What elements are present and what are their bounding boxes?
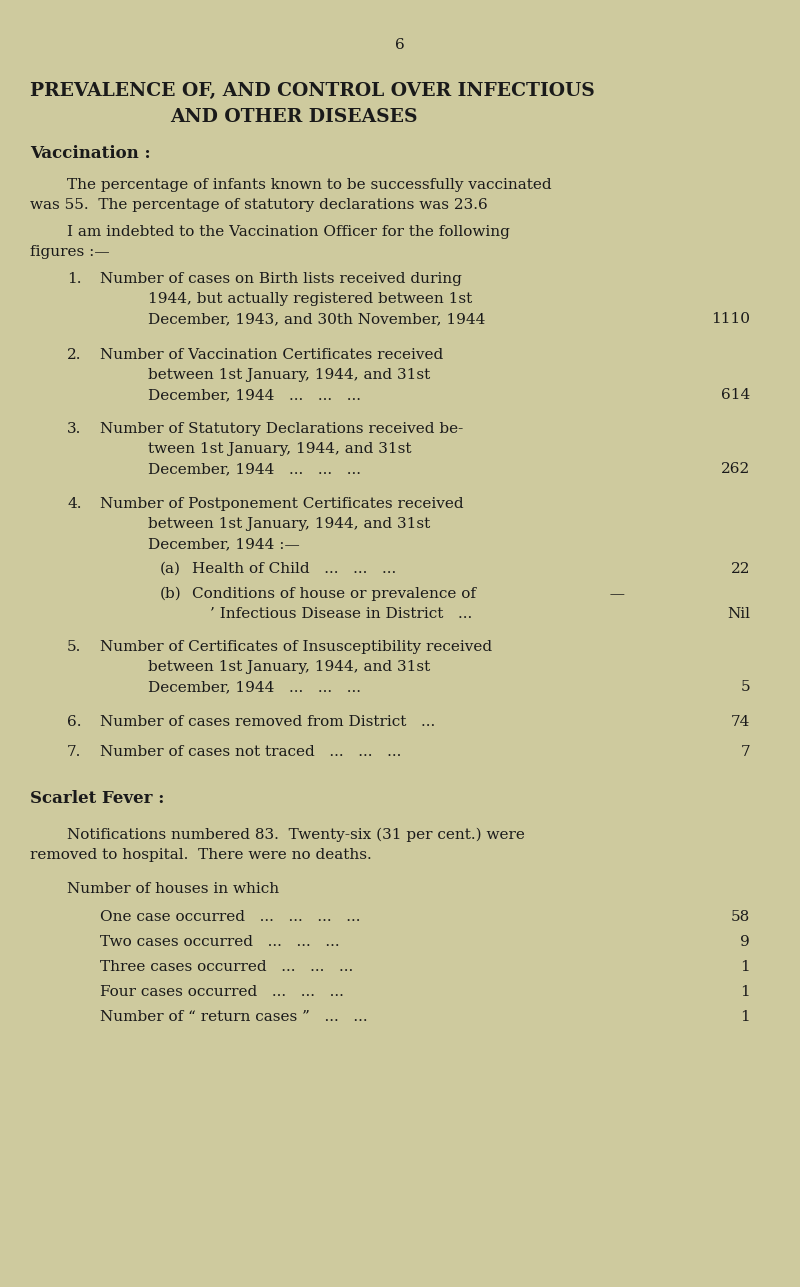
Text: between 1st January, 1944, and 31st: between 1st January, 1944, and 31st bbox=[148, 368, 430, 382]
Text: removed to hospital.  There were no deaths.: removed to hospital. There were no death… bbox=[30, 848, 372, 862]
Text: Number of houses in which: Number of houses in which bbox=[67, 882, 279, 896]
Text: figures :—: figures :— bbox=[30, 245, 110, 259]
Text: 7.: 7. bbox=[67, 745, 82, 759]
Text: The percentage of infants known to be successfully vaccinated: The percentage of infants known to be su… bbox=[67, 178, 552, 192]
Text: Number of cases on Birth lists received during: Number of cases on Birth lists received … bbox=[100, 272, 462, 286]
Text: 1.: 1. bbox=[67, 272, 82, 286]
Text: 614: 614 bbox=[721, 387, 750, 402]
Text: Number of Postponement Certificates received: Number of Postponement Certificates rece… bbox=[100, 497, 464, 511]
Text: 3.: 3. bbox=[67, 422, 82, 436]
Text: 2.: 2. bbox=[67, 347, 82, 362]
Text: tween 1st January, 1944, and 31st: tween 1st January, 1944, and 31st bbox=[148, 441, 411, 456]
Text: between 1st January, 1944, and 31st: between 1st January, 1944, and 31st bbox=[148, 660, 430, 674]
Text: —: — bbox=[600, 587, 625, 601]
Text: Notifications numbered 83.  Twenty-six (31 per cent.) were: Notifications numbered 83. Twenty-six (3… bbox=[67, 828, 525, 843]
Text: PREVALENCE OF, AND CONTROL OVER INFECTIOUS: PREVALENCE OF, AND CONTROL OVER INFECTIO… bbox=[30, 82, 594, 100]
Text: Health of Child   ...   ...   ...: Health of Child ... ... ... bbox=[192, 562, 396, 577]
Text: 1: 1 bbox=[740, 1010, 750, 1024]
Text: Number of cases removed from District   ...: Number of cases removed from District ..… bbox=[100, 716, 435, 728]
Text: (a): (a) bbox=[160, 562, 181, 577]
Text: 1: 1 bbox=[740, 960, 750, 974]
Text: One case occurred   ...   ...   ...   ...: One case occurred ... ... ... ... bbox=[100, 910, 361, 924]
Text: AND OTHER DISEASES: AND OTHER DISEASES bbox=[170, 108, 418, 126]
Text: 1110: 1110 bbox=[711, 311, 750, 326]
Text: December, 1943, and 30th November, 1944: December, 1943, and 30th November, 1944 bbox=[148, 311, 486, 326]
Text: December, 1944   ...   ...   ...: December, 1944 ... ... ... bbox=[148, 462, 361, 476]
Text: Conditions of house or prevalence of: Conditions of house or prevalence of bbox=[192, 587, 476, 601]
Text: 6.: 6. bbox=[67, 716, 82, 728]
Text: 58: 58 bbox=[730, 910, 750, 924]
Text: Two cases occurred   ...   ...   ...: Two cases occurred ... ... ... bbox=[100, 934, 340, 949]
Text: Vaccination :: Vaccination : bbox=[30, 145, 150, 162]
Text: was 55.  The percentage of statutory declarations was 23.6: was 55. The percentage of statutory decl… bbox=[30, 198, 488, 212]
Text: 6: 6 bbox=[395, 39, 405, 51]
Text: 1944, but actually registered between 1st: 1944, but actually registered between 1s… bbox=[148, 292, 472, 306]
Text: Scarlet Fever :: Scarlet Fever : bbox=[30, 790, 164, 807]
Text: 5: 5 bbox=[740, 680, 750, 694]
Text: 5.: 5. bbox=[67, 640, 82, 654]
Text: 1: 1 bbox=[740, 985, 750, 999]
Text: (b): (b) bbox=[160, 587, 182, 601]
Text: Three cases occurred   ...   ...   ...: Three cases occurred ... ... ... bbox=[100, 960, 354, 974]
Text: Number of “ return cases ”   ...   ...: Number of “ return cases ” ... ... bbox=[100, 1010, 368, 1024]
Text: Four cases occurred   ...   ...   ...: Four cases occurred ... ... ... bbox=[100, 985, 344, 999]
Text: I am indebted to the Vaccination Officer for the following: I am indebted to the Vaccination Officer… bbox=[67, 225, 510, 239]
Text: ’ Infectious Disease in District   ...: ’ Infectious Disease in District ... bbox=[210, 607, 472, 622]
Text: 4.: 4. bbox=[67, 497, 82, 511]
Text: Number of cases not traced   ...   ...   ...: Number of cases not traced ... ... ... bbox=[100, 745, 402, 759]
Text: December, 1944   ...   ...   ...: December, 1944 ... ... ... bbox=[148, 387, 361, 402]
Text: Number of Statutory Declarations received be-: Number of Statutory Declarations receive… bbox=[100, 422, 463, 436]
Text: December, 1944 :—: December, 1944 :— bbox=[148, 537, 300, 551]
Text: 262: 262 bbox=[721, 462, 750, 476]
Text: 9: 9 bbox=[740, 934, 750, 949]
Text: December, 1944   ...   ...   ...: December, 1944 ... ... ... bbox=[148, 680, 361, 694]
Text: between 1st January, 1944, and 31st: between 1st January, 1944, and 31st bbox=[148, 517, 430, 532]
Text: 22: 22 bbox=[730, 562, 750, 577]
Text: 74: 74 bbox=[730, 716, 750, 728]
Text: Number of Certificates of Insusceptibility received: Number of Certificates of Insusceptibili… bbox=[100, 640, 492, 654]
Text: 7: 7 bbox=[740, 745, 750, 759]
Text: Number of Vaccination Certificates received: Number of Vaccination Certificates recei… bbox=[100, 347, 443, 362]
Text: Nil: Nil bbox=[727, 607, 750, 622]
